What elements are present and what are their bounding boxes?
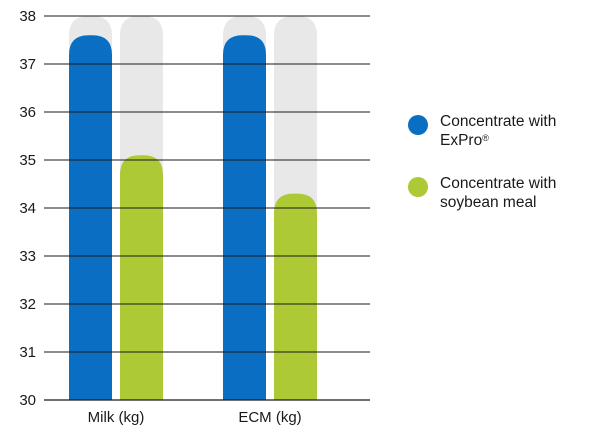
x-axis-category-labels: Milk (kg) ECM (kg) [88,409,302,426]
y-tick-label: 36 [19,104,36,121]
bar-expro-1 [223,35,266,400]
y-tick-label: 30 [19,392,36,409]
y-tick-label: 31 [19,344,36,361]
legend-swatch-soybean [408,177,428,197]
legend-label-soybean: Concentrate with soybean meal [440,175,557,211]
y-tick-label: 35 [19,152,36,169]
x-category-label: ECM (kg) [238,409,301,426]
y-axis-tick-labels: 30 31 32 33 34 35 36 37 38 [19,8,36,409]
bar-soybean-0 [120,155,163,400]
registered-mark: ® [482,133,489,143]
legend: Concentrate with ExPro® Concentrate with… [408,112,588,212]
bar-expro-0 [69,35,112,400]
bar-soybean-1 [274,193,317,400]
legend-item-expro: Concentrate with ExPro® [408,112,588,150]
y-tick-label: 34 [19,200,36,217]
gridlines [44,15,370,401]
legend-swatch-expro [408,115,428,135]
x-category-label: Milk (kg) [88,409,145,426]
legend-label-expro: Concentrate with ExPro [440,113,557,149]
legend-item-soybean: Concentrate with soybean meal [408,174,588,212]
y-tick-label: 38 [19,8,36,25]
y-tick-label: 32 [19,296,36,313]
y-tick-label: 33 [19,248,36,265]
y-tick-label: 37 [19,56,36,73]
